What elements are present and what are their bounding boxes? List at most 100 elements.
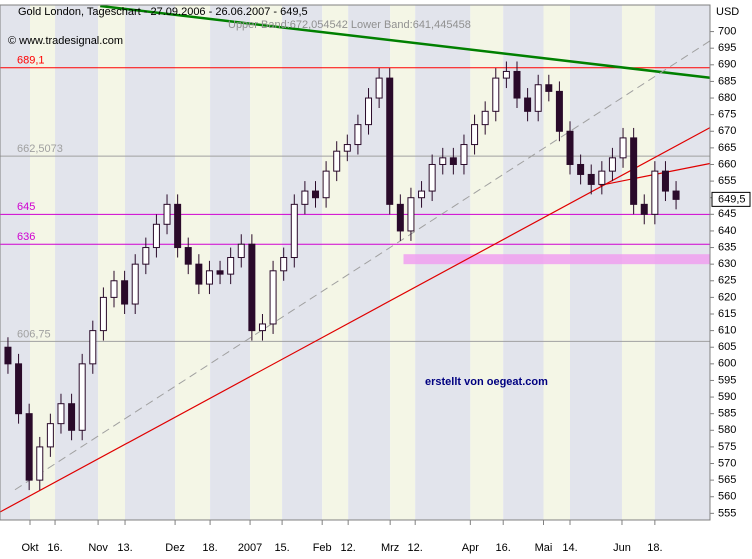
y-tick-label: 700 xyxy=(718,25,736,37)
candle-body xyxy=(57,403,65,425)
candle-body xyxy=(280,257,288,272)
bands-info: Upper Band:672,054542 Lower Band:641,445… xyxy=(228,19,471,31)
candle-body xyxy=(651,170,659,215)
x-tick-label: Mai xyxy=(535,542,553,554)
y-tick-label: 690 xyxy=(718,59,736,71)
time-stripe xyxy=(55,5,99,520)
y-tick-label: 645 xyxy=(718,208,736,220)
candle-body xyxy=(25,413,33,481)
x-tick-label: Okt xyxy=(21,542,38,554)
x-tick-label: 14. xyxy=(562,542,577,554)
source: © www.tradesignal.com xyxy=(8,35,123,47)
time-stripe xyxy=(348,5,391,520)
candle-body xyxy=(502,70,510,79)
y-tick-label: 680 xyxy=(718,92,736,104)
time-stripe xyxy=(175,5,211,520)
time-stripe xyxy=(322,5,349,520)
candle-body xyxy=(237,243,245,259)
x-tick-label: Feb xyxy=(313,542,332,554)
y-tick-label: 580 xyxy=(718,424,736,436)
x-tick-label: 18. xyxy=(647,542,662,554)
x-tick-label: 13. xyxy=(117,542,132,554)
candle-body xyxy=(15,363,23,415)
y-tick-label: 610 xyxy=(718,325,736,337)
level-label: 662,5073 xyxy=(17,143,63,155)
last-price-label: 649,5 xyxy=(718,193,746,205)
candle-body xyxy=(608,157,616,172)
y-axis-label: USD xyxy=(716,6,739,18)
x-tick-label: Mrz xyxy=(381,542,399,554)
level-label: 636 xyxy=(17,231,35,243)
trend-line xyxy=(100,4,711,80)
candle-body xyxy=(640,203,648,215)
y-tick-label: 625 xyxy=(718,275,736,287)
candle-body xyxy=(492,77,500,112)
time-stripe xyxy=(282,5,323,520)
time-stripe xyxy=(0,5,31,520)
candle-body xyxy=(333,150,341,172)
candle-body xyxy=(598,170,606,185)
y-tick-label: 585 xyxy=(718,408,736,420)
y-tick-label: 635 xyxy=(718,241,736,253)
candle-body xyxy=(566,130,574,165)
plot-frame xyxy=(0,4,711,521)
candle-body xyxy=(36,446,44,481)
candle-body xyxy=(534,84,542,112)
candle-body xyxy=(354,124,362,146)
candle-body xyxy=(587,173,595,185)
y-tick-label: 640 xyxy=(718,225,736,237)
candle-body xyxy=(386,77,394,205)
candle-body xyxy=(661,170,669,192)
y-tick-label: 595 xyxy=(718,374,736,386)
candle-body xyxy=(258,323,266,332)
candle-body xyxy=(131,263,139,305)
candle-body xyxy=(311,190,319,199)
candle-body xyxy=(513,70,521,99)
x-tick-label: 2007 xyxy=(238,542,262,554)
candle-body xyxy=(481,110,489,126)
candle-body xyxy=(577,163,585,175)
candle-body xyxy=(290,203,298,259)
candle-body xyxy=(545,84,553,92)
candle-body xyxy=(343,144,351,152)
candle-body xyxy=(142,247,150,265)
y-tick-label: 660 xyxy=(718,158,736,170)
candle-body xyxy=(439,157,447,165)
candle-body xyxy=(121,280,129,305)
y-tick-label: 665 xyxy=(718,142,736,154)
x-tick-label: 12. xyxy=(408,542,423,554)
candle-body xyxy=(195,263,203,285)
candle-body xyxy=(322,170,330,199)
y-tick-label: 560 xyxy=(718,491,736,503)
support-zone xyxy=(403,254,710,265)
x-tick-label: Dez xyxy=(165,542,185,554)
candle-body xyxy=(4,346,12,365)
level-label: 645 xyxy=(17,201,35,213)
candle-body xyxy=(301,190,309,205)
y-tick-label: 655 xyxy=(718,175,736,187)
candle-body xyxy=(396,203,404,232)
y-tick-label: 695 xyxy=(718,42,736,54)
x-tick-label: 16. xyxy=(47,542,62,554)
candle-body xyxy=(524,97,532,112)
y-tick-label: 620 xyxy=(718,291,736,303)
candle-body xyxy=(630,137,638,205)
candle-body xyxy=(46,423,54,448)
y-tick-label: 565 xyxy=(718,474,736,486)
level-label: 606,75 xyxy=(17,328,51,340)
candle-body xyxy=(619,137,627,159)
candle-body xyxy=(68,403,76,431)
candle-body xyxy=(227,257,235,275)
annotation: erstellt von oegeat.com xyxy=(425,376,548,388)
y-tick-label: 630 xyxy=(718,258,736,270)
candle-body xyxy=(365,97,373,126)
x-tick-label: 16. xyxy=(496,542,511,554)
y-tick-label: 685 xyxy=(718,75,736,87)
x-tick-label: 12. xyxy=(341,542,356,554)
candle-body xyxy=(672,190,680,200)
candle-body xyxy=(110,280,118,298)
candle-body xyxy=(460,144,468,165)
level-label: 689,1 xyxy=(17,55,45,67)
y-tick-label: 555 xyxy=(718,507,736,519)
